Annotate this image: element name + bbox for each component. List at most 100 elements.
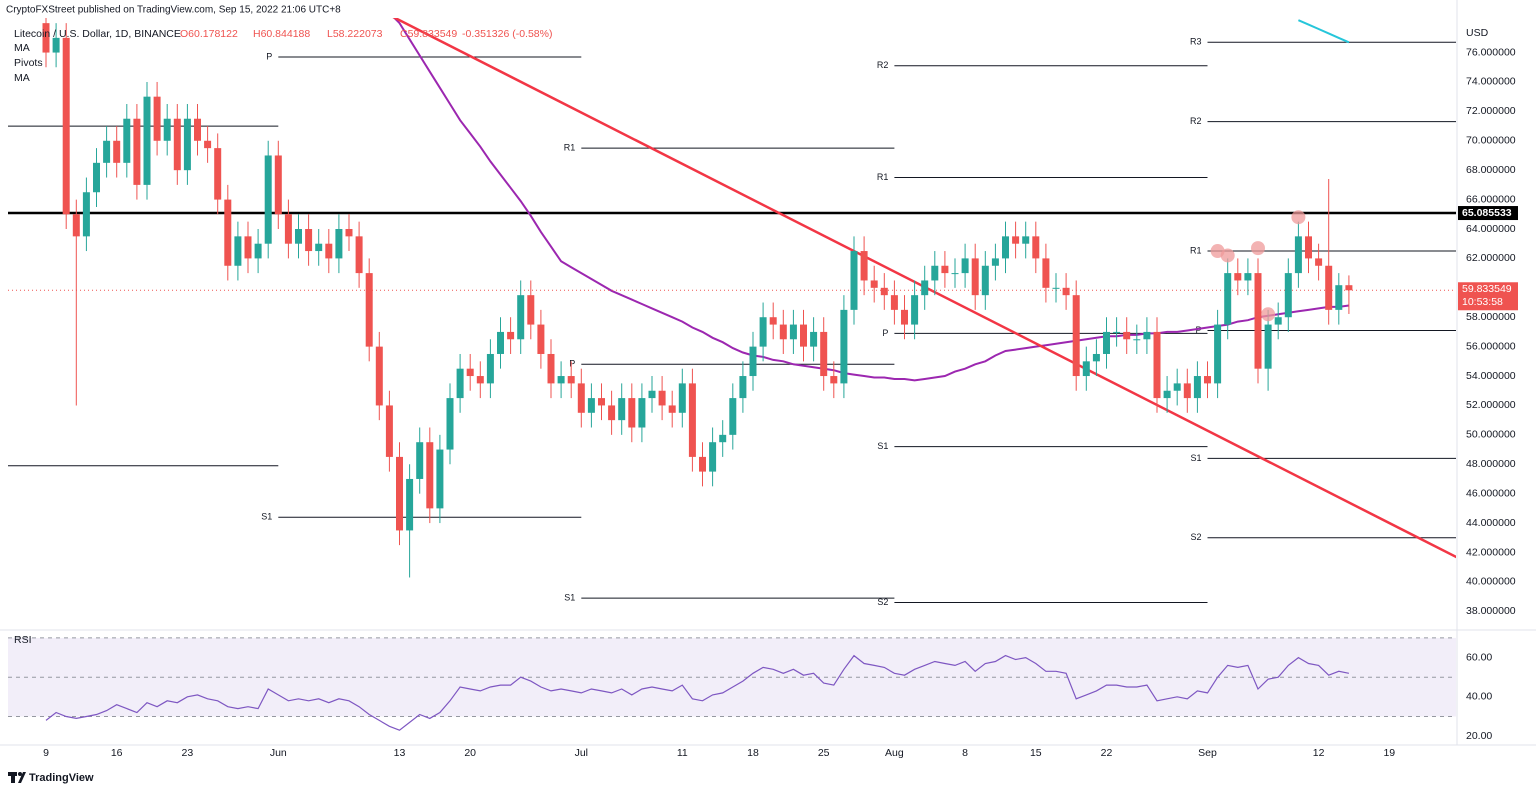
highlight-marker bbox=[1220, 248, 1235, 263]
published-note: CryptoFXStreet published on TradingView.… bbox=[6, 5, 341, 16]
highlight-marker bbox=[1251, 241, 1265, 256]
candle-body bbox=[941, 265, 949, 274]
candle-body bbox=[1183, 383, 1191, 399]
candle-body bbox=[315, 243, 323, 252]
candle-body bbox=[103, 140, 111, 163]
candle-body bbox=[1052, 287, 1060, 289]
candle-body bbox=[1042, 258, 1050, 288]
candle-body bbox=[133, 118, 141, 185]
y-tick-label: 38.000000 bbox=[1466, 605, 1516, 617]
rsi-pane bbox=[8, 637, 1456, 731]
y-tick-label: 62.000000 bbox=[1466, 252, 1516, 264]
x-tick-label: 9 bbox=[43, 747, 49, 759]
candle-body bbox=[699, 456, 706, 472]
y-tick-label: 42.000000 bbox=[1466, 546, 1516, 558]
pivot-label: R1 bbox=[1190, 245, 1202, 255]
candle-body bbox=[1153, 331, 1161, 399]
candle-body bbox=[810, 331, 818, 347]
candle-body bbox=[981, 265, 989, 296]
highlight-marker bbox=[1291, 210, 1306, 225]
candle-body bbox=[325, 243, 333, 259]
pivot-label: S1 bbox=[261, 512, 272, 522]
y-tick-label: 56.000000 bbox=[1466, 340, 1516, 352]
y-tick-label: 70.000000 bbox=[1466, 135, 1516, 147]
candle-body bbox=[274, 155, 282, 215]
candle-body bbox=[436, 449, 444, 509]
x-tick-label: 8 bbox=[962, 747, 968, 759]
candle-body bbox=[1274, 317, 1282, 325]
candle-body bbox=[547, 353, 555, 384]
candle-body bbox=[1113, 331, 1121, 333]
y-tick-label: 68.000000 bbox=[1466, 164, 1516, 176]
candle-body bbox=[820, 331, 828, 377]
pivot-label: R1 bbox=[564, 143, 576, 153]
y-tick-label: 58.000000 bbox=[1466, 311, 1516, 323]
candle-body bbox=[476, 376, 484, 384]
x-tick-label: 22 bbox=[1101, 747, 1113, 759]
candle-body bbox=[305, 228, 313, 252]
candle-body bbox=[385, 405, 393, 457]
candle-body bbox=[163, 118, 171, 141]
legend-entry: MA bbox=[14, 42, 30, 54]
last-price-label: 59.833549 bbox=[1462, 283, 1512, 295]
candle-body bbox=[830, 376, 838, 384]
candle-body bbox=[234, 236, 242, 266]
ma-line bbox=[393, 18, 1350, 382]
candle-body bbox=[365, 273, 373, 347]
candle-body bbox=[1092, 353, 1100, 362]
level-label: 65.085533 bbox=[1462, 207, 1512, 219]
candle-body bbox=[183, 118, 191, 171]
candle-body bbox=[901, 309, 908, 325]
y-tick-label: 50.000000 bbox=[1466, 429, 1516, 441]
candle-body bbox=[497, 331, 504, 354]
candle-body bbox=[1224, 273, 1232, 325]
candle-body bbox=[1214, 324, 1222, 384]
candle-body bbox=[244, 236, 252, 259]
brand-logo bbox=[8, 772, 26, 783]
candle-body bbox=[204, 140, 212, 149]
x-tick-label: Jun bbox=[270, 747, 287, 759]
pivot-label: S1 bbox=[877, 441, 888, 451]
pivot-label: S1 bbox=[564, 592, 575, 602]
legend-entry: MA bbox=[14, 72, 30, 84]
candle-body bbox=[840, 309, 848, 384]
overlay: CryptoFXStreet published on TradingView.… bbox=[6, 5, 1518, 784]
pivot-label: R2 bbox=[877, 60, 889, 70]
rsi-tick-label: 40.00 bbox=[1466, 691, 1492, 703]
y-tick-label: 52.000000 bbox=[1466, 399, 1516, 411]
x-tick-label: 23 bbox=[182, 747, 194, 759]
candle-body bbox=[1163, 390, 1171, 399]
candle-body bbox=[355, 236, 363, 274]
candle-body bbox=[598, 398, 605, 406]
candle-body bbox=[739, 376, 747, 399]
ohlc-low: L58.222073 bbox=[327, 28, 383, 40]
y-tick-label: 40.000000 bbox=[1466, 576, 1516, 588]
candle-body bbox=[416, 442, 424, 479]
pivot-label: R3 bbox=[1190, 37, 1202, 47]
x-tick-label: Sep bbox=[1198, 747, 1217, 759]
pivot-label: R1 bbox=[877, 172, 889, 182]
candle-body bbox=[779, 324, 787, 340]
candle-body bbox=[961, 258, 969, 274]
candle-body bbox=[1143, 331, 1151, 340]
candle-body bbox=[1204, 376, 1211, 384]
candle-body bbox=[1032, 236, 1040, 259]
ohlc-change: -0.351326 (-0.58%) bbox=[462, 28, 552, 40]
candle-body bbox=[577, 383, 585, 413]
candle-body bbox=[1315, 258, 1323, 266]
candle-body bbox=[1284, 273, 1292, 318]
candle-body bbox=[618, 398, 626, 421]
pivot-label: P bbox=[569, 359, 575, 369]
candle-body bbox=[729, 398, 737, 435]
pivot-label: S2 bbox=[1190, 532, 1201, 542]
ohlc-open: O60.178122 bbox=[180, 28, 238, 40]
currency: USD bbox=[1466, 27, 1489, 39]
candle-body bbox=[709, 442, 717, 472]
legend-entry: Pivots bbox=[14, 57, 43, 69]
candle-body bbox=[789, 324, 797, 340]
candle-body bbox=[628, 398, 636, 428]
candle-body bbox=[486, 353, 494, 384]
candle-body bbox=[1022, 236, 1030, 244]
candle-body bbox=[466, 368, 474, 377]
candle-body bbox=[991, 258, 999, 266]
